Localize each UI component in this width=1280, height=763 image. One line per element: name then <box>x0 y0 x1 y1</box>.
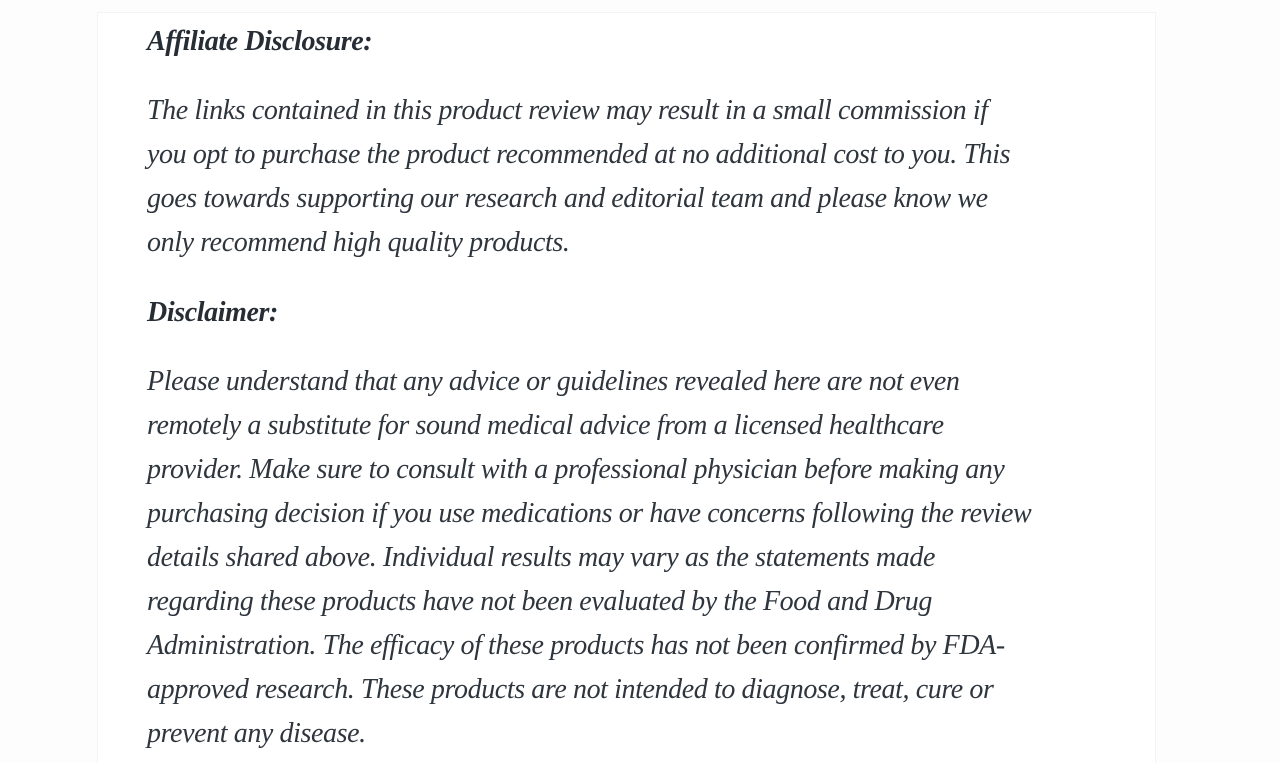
article-content-card: Affiliate Disclosure: The links containe… <box>97 12 1156 763</box>
disclaimer-heading: Disclaimer: <box>147 297 278 328</box>
affiliate-disclosure-paragraph: The links contained in this product revi… <box>147 95 1011 258</box>
article-body: Affiliate Disclosure: The links containe… <box>147 20 1119 756</box>
affiliate-disclosure-heading: Affiliate Disclosure: <box>147 26 373 57</box>
disclaimer-paragraph: Please understand that any advice or gui… <box>147 366 1032 749</box>
